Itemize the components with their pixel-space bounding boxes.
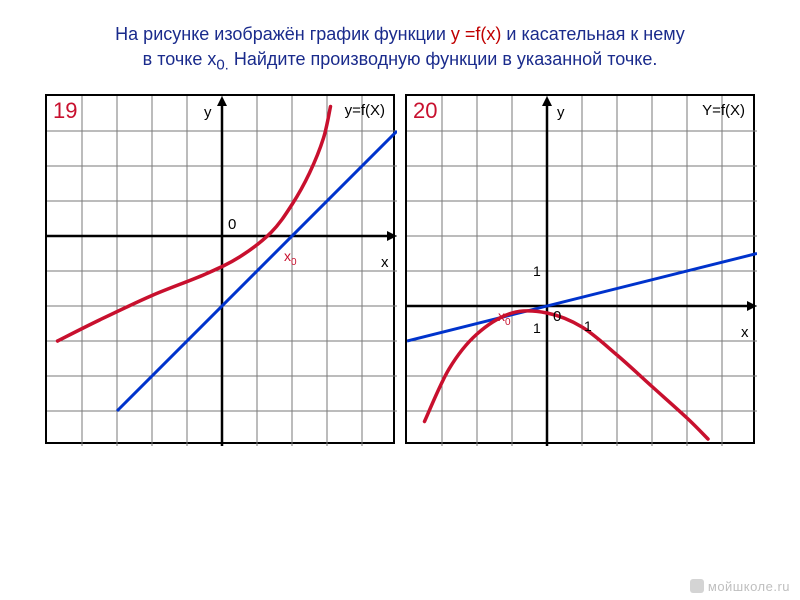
origin-label-20: 0 bbox=[553, 308, 561, 325]
title-fn: y =f(x) bbox=[451, 24, 502, 44]
chart-20 bbox=[407, 96, 757, 446]
x0-sub-20: 0 bbox=[505, 317, 511, 328]
problem-number-20: 20 bbox=[413, 98, 437, 124]
panel-20: 20 Y=f(X) y x 0 1 1 1 x0 bbox=[405, 94, 755, 444]
x0-label-20: x0 bbox=[498, 308, 511, 328]
origin-label-19: 0 bbox=[228, 216, 236, 233]
y-axis-label-20: y bbox=[557, 104, 565, 121]
x0-text-19: x bbox=[284, 248, 291, 264]
fn-label-19: y=f(X) bbox=[345, 102, 385, 119]
panel-19: 19 y=f(X) y x 0 x0 bbox=[45, 94, 395, 444]
page-title: На рисунке изображён график функции y =f… bbox=[0, 0, 800, 94]
watermark: мойшколе.ru bbox=[690, 579, 790, 594]
neg-one-label-20: 1 bbox=[533, 320, 541, 336]
x-axis-label-20: x bbox=[741, 324, 749, 341]
title-part3: в точке x bbox=[143, 49, 217, 69]
problem-number-19: 19 bbox=[53, 98, 77, 124]
x-axis-label-19: x bbox=[381, 254, 389, 271]
title-part2: и касательная к нему bbox=[501, 24, 684, 44]
title-part1: На рисунке изображён график функции bbox=[115, 24, 451, 44]
fn-label-20: Y=f(X) bbox=[702, 102, 745, 119]
y-axis-label-19: y bbox=[204, 104, 212, 121]
watermark-text: мойшколе.ru bbox=[708, 579, 790, 594]
watermark-icon bbox=[690, 579, 704, 593]
x0-label-19: x0 bbox=[284, 248, 297, 268]
chart-19 bbox=[47, 96, 397, 446]
one-y-label-20: 1 bbox=[533, 263, 541, 279]
x0-text-20: x bbox=[498, 308, 505, 324]
title-part3-sub: 0. bbox=[216, 57, 229, 74]
one-x-label-20: 1 bbox=[584, 318, 592, 334]
panels-row: 19 y=f(X) y x 0 x0 20 Y=f(X) y x 0 1 1 1… bbox=[0, 94, 800, 444]
title-part4: Найдите производную функции в указанной … bbox=[229, 49, 658, 69]
x0-sub-19: 0 bbox=[291, 257, 297, 268]
